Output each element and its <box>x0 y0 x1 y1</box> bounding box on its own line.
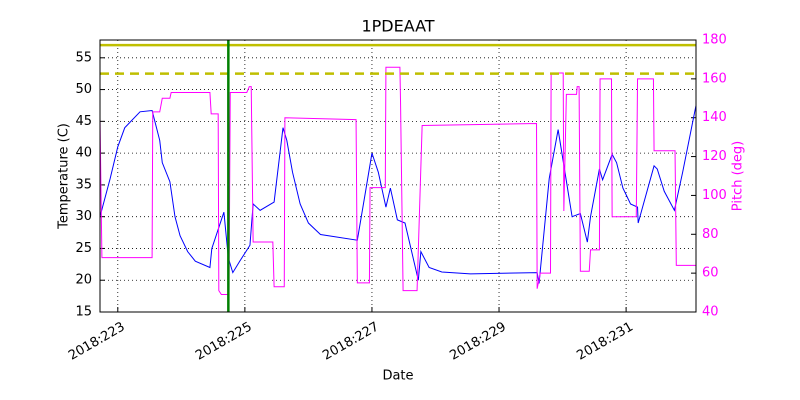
y2-tick-label: 140 <box>702 110 727 125</box>
y-tick-label: 55 <box>75 50 92 65</box>
y-tick-label: 15 <box>75 305 92 320</box>
y2-tick-label: 100 <box>702 188 727 203</box>
y2-tick-label: 180 <box>702 33 727 48</box>
y2-tick-label: 60 <box>702 266 719 281</box>
y-tick-label: 25 <box>75 241 92 256</box>
y-tick-label: 50 <box>75 82 92 97</box>
y-tick-label: 35 <box>75 177 92 192</box>
y-tick-label: 30 <box>75 209 92 224</box>
y2-tick-label: 160 <box>702 71 727 86</box>
y2-tick-label: 120 <box>702 149 727 164</box>
chart-title: 1PDEAAT <box>361 17 434 36</box>
data-line <box>99 105 697 284</box>
y-axis-label: Temperature (C) <box>57 123 72 230</box>
y-tick-label: 45 <box>75 114 92 129</box>
y-tick-label: 20 <box>75 273 92 288</box>
x-axis-label: Date <box>382 369 413 384</box>
data-line <box>99 66 696 296</box>
y2-tick-label: 40 <box>702 305 719 320</box>
y2-axis-label: Pitch (deg) <box>731 141 746 211</box>
y2-tick-label: 80 <box>702 227 719 242</box>
plot-frame <box>99 39 697 313</box>
y-tick-label: 40 <box>75 146 92 161</box>
